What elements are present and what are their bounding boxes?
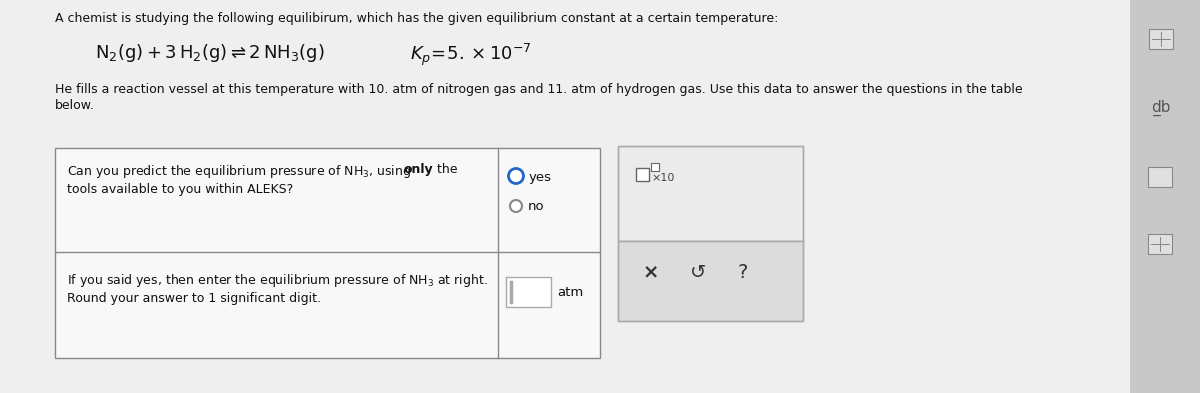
FancyBboxPatch shape xyxy=(618,241,803,321)
Text: ↺: ↺ xyxy=(690,263,707,282)
Text: $\mathrm{N_2(g) + 3\,H_2(g) \rightleftharpoons 2\,NH_3(g)}$: $\mathrm{N_2(g) + 3\,H_2(g) \rightleftha… xyxy=(95,42,325,64)
Text: ×: × xyxy=(643,263,659,282)
Circle shape xyxy=(509,169,523,184)
Text: If you said yes, then enter the equilibrium pressure of $\mathrm{NH_3}$ at right: If you said yes, then enter the equilibr… xyxy=(67,272,487,289)
Text: d̲b: d̲b xyxy=(1151,100,1170,116)
Text: N: N xyxy=(1154,170,1165,183)
FancyBboxPatch shape xyxy=(55,148,600,358)
Text: A chemist is studying the following equilibirum, which has the given equilibrium: A chemist is studying the following equi… xyxy=(55,12,779,25)
Text: Can you predict the equilibrium pressure of $\mathrm{NH_3}$, using: Can you predict the equilibrium pressure… xyxy=(67,163,413,180)
Text: atm: atm xyxy=(557,285,583,299)
Text: He fills a reaction vessel at this temperature with 10. atm of nitrogen gas and : He fills a reaction vessel at this tempe… xyxy=(55,83,1022,96)
FancyBboxPatch shape xyxy=(650,163,659,171)
FancyBboxPatch shape xyxy=(636,168,649,181)
FancyBboxPatch shape xyxy=(1148,167,1172,187)
FancyBboxPatch shape xyxy=(0,0,1130,393)
FancyBboxPatch shape xyxy=(506,277,551,307)
FancyBboxPatch shape xyxy=(1148,234,1172,254)
Text: tools available to you within ALEKS?: tools available to you within ALEKS? xyxy=(67,183,293,196)
Text: yes: yes xyxy=(529,171,552,184)
Text: $K_p\!=\!5.\times10^{-7}$: $K_p\!=\!5.\times10^{-7}$ xyxy=(410,42,532,68)
Text: below.: below. xyxy=(55,99,95,112)
Text: ?: ? xyxy=(738,263,749,282)
Circle shape xyxy=(510,200,522,212)
Text: no: no xyxy=(528,200,545,213)
Text: the: the xyxy=(433,163,457,176)
Text: only: only xyxy=(404,163,433,176)
Text: Round your answer to 1 significant digit.: Round your answer to 1 significant digit… xyxy=(67,292,322,305)
Text: ×10: ×10 xyxy=(650,173,674,183)
FancyBboxPatch shape xyxy=(1150,29,1174,49)
FancyBboxPatch shape xyxy=(618,146,803,241)
